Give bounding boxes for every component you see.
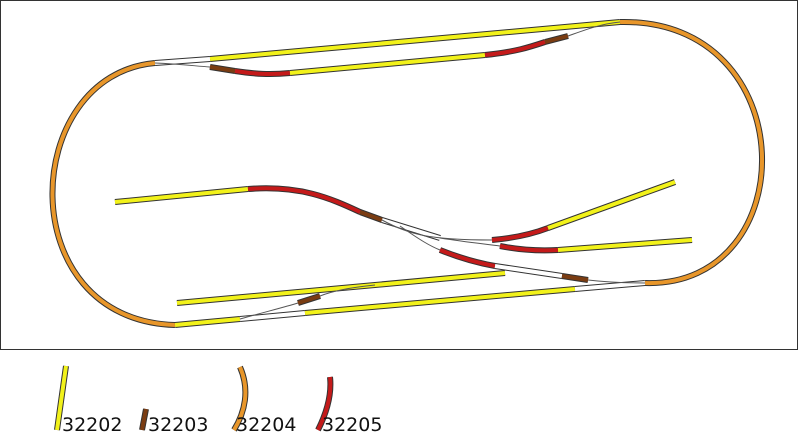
curve-track	[50, 61, 176, 327]
legend-icon	[140, 408, 148, 431]
short-track	[544, 34, 569, 44]
switch-rails	[381, 219, 646, 284]
curve-track	[499, 244, 559, 253]
straight-track	[304, 287, 576, 315]
short-track	[209, 65, 236, 73]
curve-track	[439, 248, 496, 268]
legend-label: 32202	[62, 414, 122, 433]
curve-track	[247, 186, 361, 214]
curve-track	[484, 40, 546, 57]
switch-track	[154, 57, 211, 65]
switch-rails	[239, 284, 376, 320]
straight-track	[174, 317, 241, 327]
legend-label: 32203	[148, 414, 208, 433]
short-track	[297, 294, 321, 305]
switch-track	[381, 218, 441, 240]
layout-frame	[0, 0, 798, 350]
switch-track	[494, 264, 563, 278]
short-track	[561, 274, 589, 282]
straight-track	[209, 20, 621, 61]
switch-track	[574, 281, 646, 291]
legend-label: 32205	[322, 414, 382, 433]
legend: 32202 32203 32204 32205	[54, 365, 382, 433]
track-plan	[49, 18, 766, 328]
straight-track	[547, 180, 676, 230]
curve-track	[619, 19, 765, 286]
curve-track	[491, 226, 549, 242]
legend-label: 32204	[236, 414, 296, 433]
legend-icon	[55, 365, 68, 431]
legend-icon	[232, 366, 248, 432]
curve-track	[234, 69, 291, 77]
straight-track	[289, 53, 486, 75]
switch-rails	[154, 21, 621, 68]
straight-track	[114, 187, 249, 204]
legend-icon	[316, 376, 333, 431]
switch-track	[239, 311, 306, 321]
short-track	[359, 210, 383, 222]
straight-track	[557, 238, 693, 252]
